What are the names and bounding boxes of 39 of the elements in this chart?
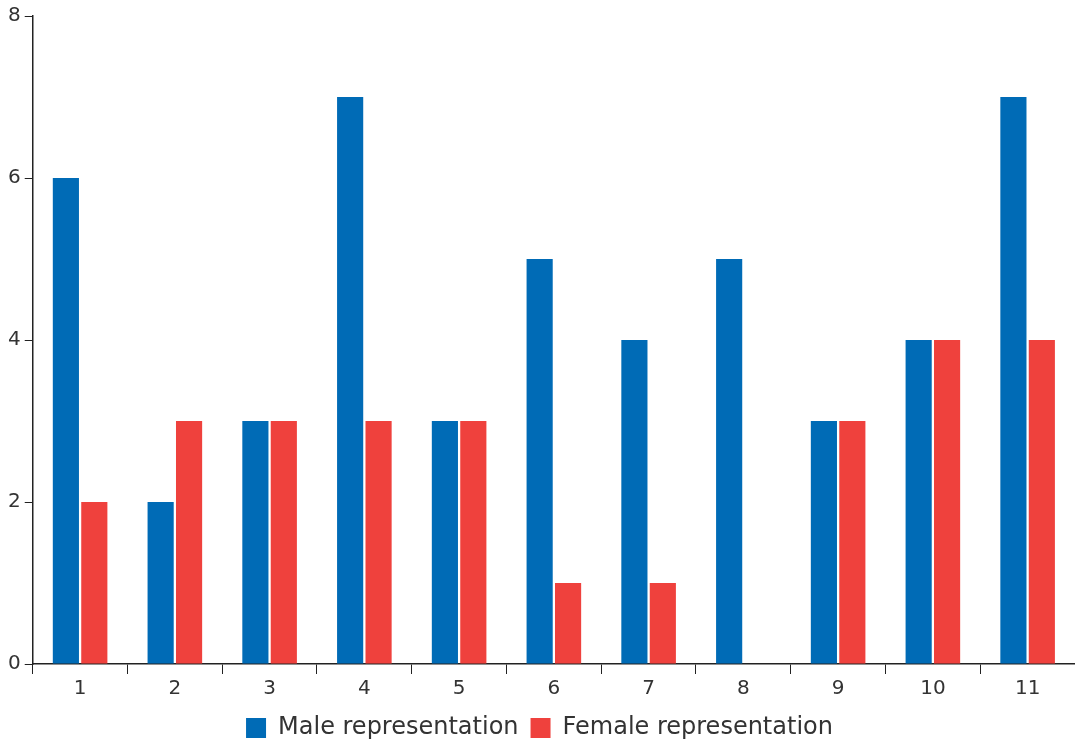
bar (175, 421, 203, 664)
bar (431, 421, 458, 664)
bar (555, 583, 582, 664)
y-tick-label: 2 (7, 488, 21, 513)
bar (1000, 97, 1027, 664)
bar (934, 340, 961, 664)
bar (1028, 340, 1055, 664)
bar (242, 421, 269, 664)
bar (337, 97, 364, 664)
x-tick-label: 9 (831, 675, 845, 700)
bar (839, 421, 866, 664)
bar (81, 502, 108, 664)
x-tick-label: 4 (357, 675, 371, 700)
x-tick-label: 1 (73, 675, 87, 700)
bar (649, 583, 676, 664)
legend-label: Male representation (278, 712, 519, 741)
y-tick-label: 0 (7, 650, 21, 675)
bar (460, 421, 487, 664)
bar (810, 421, 837, 664)
y-tick-label: 6 (7, 164, 21, 189)
bar (716, 259, 743, 664)
x-tick-label: 8 (737, 675, 750, 700)
bar (365, 421, 392, 664)
bar (526, 259, 553, 664)
bar (147, 502, 174, 664)
bar (270, 421, 297, 664)
x-tick-label: 2 (168, 675, 182, 700)
x-tick-label: 11 (1014, 675, 1041, 700)
x-tick-label: 3 (263, 675, 276, 700)
legend-label: Female representation (562, 712, 833, 741)
x-tick-label: 6 (547, 675, 561, 700)
bar (52, 178, 79, 664)
y-tick-label: 8 (7, 2, 21, 27)
y-tick-label: 4 (7, 326, 21, 351)
bar (621, 340, 648, 664)
x-tick-label: 10 (920, 675, 946, 700)
x-tick-label: 5 (452, 675, 466, 700)
bar (905, 340, 932, 664)
x-tick-label: 7 (642, 675, 655, 700)
